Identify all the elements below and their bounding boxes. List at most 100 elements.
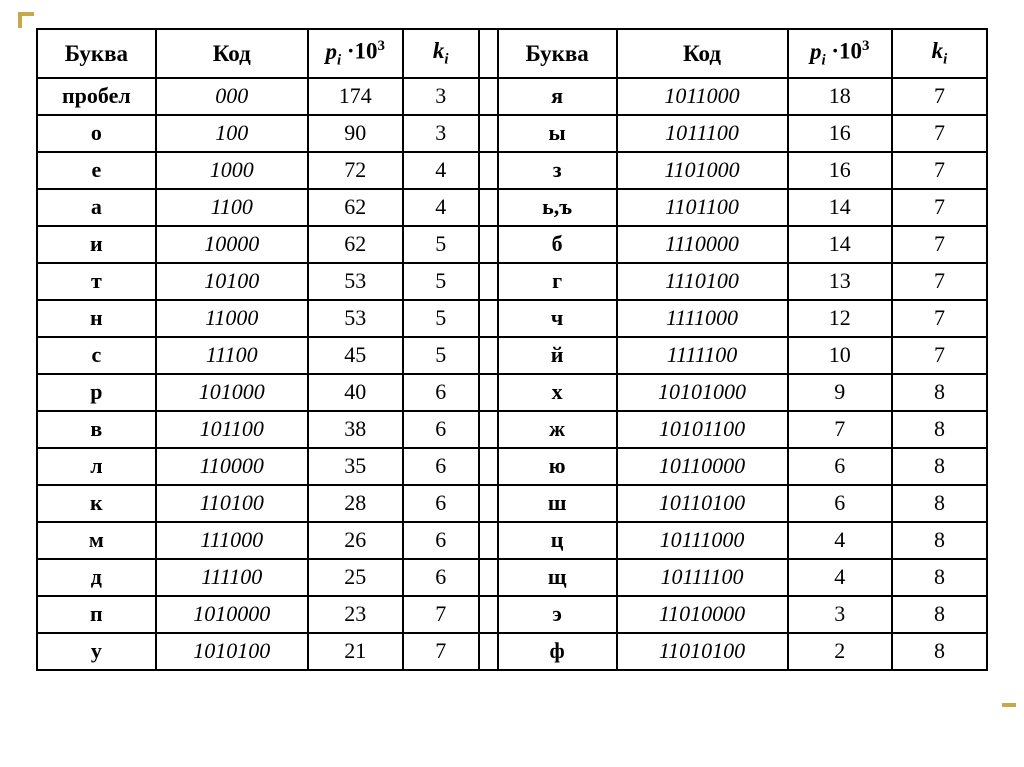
col-ki-1: ki	[403, 29, 479, 78]
cell-sep	[479, 559, 498, 596]
cell-pi: 53	[308, 263, 403, 300]
cell-code: 11100	[156, 337, 308, 374]
cell-pi: 28	[308, 485, 403, 522]
cell-letter: с	[37, 337, 156, 374]
cell-letter: ш	[498, 485, 617, 522]
cell-code: 000	[156, 78, 308, 115]
cell-letter: э	[498, 596, 617, 633]
cell-code: 1110100	[617, 263, 788, 300]
col-separator	[479, 29, 498, 78]
cell-sep	[479, 596, 498, 633]
cell-ki: 7	[892, 337, 987, 374]
cell-ki: 7	[892, 300, 987, 337]
cell-sep	[479, 522, 498, 559]
cell-sep	[479, 337, 498, 374]
cell-ki: 7	[892, 78, 987, 115]
cell-letter: т	[37, 263, 156, 300]
cell-code: 110000	[156, 448, 308, 485]
cell-ki: 8	[892, 411, 987, 448]
cell-letter: г	[498, 263, 617, 300]
cell-code: 1100	[156, 189, 308, 226]
cell-letter: и	[37, 226, 156, 263]
cell-pi: 21	[308, 633, 403, 670]
cell-pi: 174	[308, 78, 403, 115]
cell-letter: з	[498, 152, 617, 189]
col-code-1: Код	[156, 29, 308, 78]
cell-pi: 16	[788, 152, 893, 189]
table-row: е1000724з1101000167	[37, 152, 987, 189]
cell-letter: ы	[498, 115, 617, 152]
cell-code: 10110100	[617, 485, 788, 522]
cell-ki: 6	[403, 448, 479, 485]
cell-ki: 8	[892, 559, 987, 596]
cell-letter: ф	[498, 633, 617, 670]
col-letter-1: Буква	[37, 29, 156, 78]
table-row: в101100386ж1010110078	[37, 411, 987, 448]
cell-pi: 45	[308, 337, 403, 374]
cell-code: 1101100	[617, 189, 788, 226]
table-body: пробел0001743я1011000187о100903ы10111001…	[37, 78, 987, 670]
cell-pi: 23	[308, 596, 403, 633]
table-row: пробел0001743я1011000187	[37, 78, 987, 115]
cell-ki: 4	[403, 189, 479, 226]
cell-pi: 25	[308, 559, 403, 596]
cell-code: 11010100	[617, 633, 788, 670]
cell-pi: 14	[788, 189, 893, 226]
cell-code: 1011100	[617, 115, 788, 152]
cell-letter: я	[498, 78, 617, 115]
cell-pi: 72	[308, 152, 403, 189]
page: Буква Код pi ·103 ki Буква Код pi ·103 k…	[0, 0, 1024, 767]
cell-letter: д	[37, 559, 156, 596]
cell-pi: 6	[788, 448, 893, 485]
cell-ki: 5	[403, 226, 479, 263]
cell-pi: 38	[308, 411, 403, 448]
table-row: н11000535ч1111000127	[37, 300, 987, 337]
cell-letter: к	[37, 485, 156, 522]
cell-sep	[479, 263, 498, 300]
cell-code: 101100	[156, 411, 308, 448]
cell-ki: 8	[892, 485, 987, 522]
cell-ki: 7	[892, 115, 987, 152]
cell-sep	[479, 633, 498, 670]
cell-pi: 35	[308, 448, 403, 485]
cell-code: 111000	[156, 522, 308, 559]
col-pi-1: pi ·103	[308, 29, 403, 78]
cell-letter: у	[37, 633, 156, 670]
table-row: р101000406х1010100098	[37, 374, 987, 411]
cell-code: 100	[156, 115, 308, 152]
cell-sep	[479, 189, 498, 226]
cell-code: 10110000	[617, 448, 788, 485]
cell-code: 10111100	[617, 559, 788, 596]
cell-ki: 6	[403, 374, 479, 411]
cell-ki: 4	[403, 152, 479, 189]
cell-pi: 9	[788, 374, 893, 411]
cell-code: 1110000	[617, 226, 788, 263]
cell-ki: 6	[403, 559, 479, 596]
encoding-table: Буква Код pi ·103 ki Буква Код pi ·103 k…	[36, 28, 988, 671]
cell-ki: 8	[892, 522, 987, 559]
table-row: т10100535г1110100137	[37, 263, 987, 300]
cell-ki: 6	[403, 522, 479, 559]
side-accent-icon	[1002, 703, 1016, 707]
cell-ki: 3	[403, 78, 479, 115]
cell-letter: в	[37, 411, 156, 448]
cell-letter: б	[498, 226, 617, 263]
corner-accent-icon	[18, 12, 34, 28]
cell-sep	[479, 374, 498, 411]
cell-letter: о	[37, 115, 156, 152]
cell-code: 1010000	[156, 596, 308, 633]
cell-code: 111100	[156, 559, 308, 596]
cell-letter: х	[498, 374, 617, 411]
cell-ki: 6	[403, 485, 479, 522]
table-row: с11100455й1111100107	[37, 337, 987, 374]
table-header: Буква Код pi ·103 ki Буква Код pi ·103 k…	[37, 29, 987, 78]
cell-code: 11000	[156, 300, 308, 337]
cell-pi: 16	[788, 115, 893, 152]
cell-pi: 13	[788, 263, 893, 300]
cell-letter: ц	[498, 522, 617, 559]
table-row: и10000625б1110000147	[37, 226, 987, 263]
cell-ki: 3	[403, 115, 479, 152]
cell-code: 1111000	[617, 300, 788, 337]
cell-ki: 6	[403, 411, 479, 448]
cell-code: 1000	[156, 152, 308, 189]
